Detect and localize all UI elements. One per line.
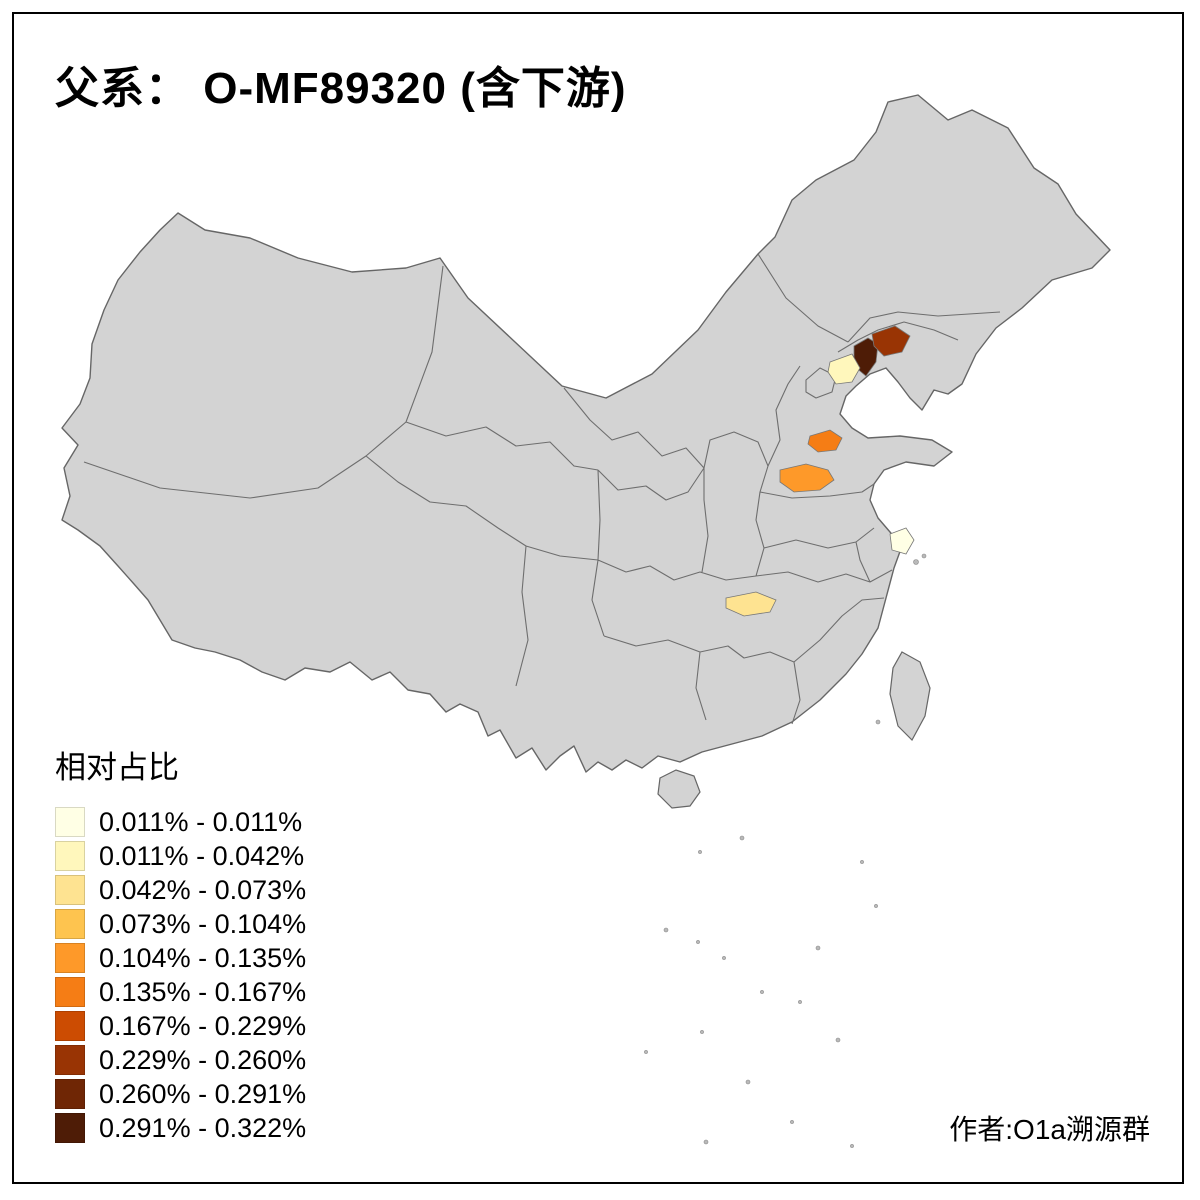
legend-row: 0.167% - 0.229% <box>55 1009 306 1043</box>
author-credit: 作者:O1a溯源群 <box>949 1114 1150 1145</box>
south-china-sea-islands <box>644 553 927 1148</box>
legend-label: 0.073% - 0.104% <box>99 908 307 939</box>
legend-label: 0.104% - 0.135% <box>99 942 307 973</box>
legend-row: 0.042% - 0.073% <box>55 873 306 907</box>
region-hunan <box>725 591 777 617</box>
legend-label: 0.011% - 0.011% <box>99 806 303 837</box>
legend-label: 0.167% - 0.229% <box>99 1010 307 1041</box>
legend-label: 0.229% - 0.260% <box>99 1044 307 1075</box>
legend-swatch <box>55 1011 85 1041</box>
legend-swatch <box>55 1045 85 1075</box>
legend: 相对占比 0.011% - 0.011% 0.011% - 0.042% 0.0… <box>55 742 306 1145</box>
page-title: 父系： O-MF89320 (含下游) <box>55 64 627 113</box>
legend-label: 0.042% - 0.073% <box>99 874 307 905</box>
region-liaoning-red <box>871 325 911 357</box>
taiwan-island <box>889 651 931 741</box>
legend-swatch <box>55 1079 85 1109</box>
legend-row: 0.104% - 0.135% <box>55 941 306 975</box>
china-mainland <box>61 94 1111 773</box>
legend-title: 相对占比 <box>55 750 179 785</box>
region-shanghai-area <box>889 527 915 555</box>
legend-swatch <box>55 977 85 1007</box>
legend-swatch <box>55 841 85 871</box>
legend-row: 0.011% - 0.011% <box>55 805 306 839</box>
legend-row: 0.260% - 0.291% <box>55 1077 306 1111</box>
legend-row: 0.011% - 0.042% <box>55 839 306 873</box>
legend-swatch <box>55 807 85 837</box>
hainan-island <box>657 769 701 809</box>
legend-row: 0.291% - 0.322% <box>55 1111 306 1145</box>
legend-row: 0.073% - 0.104% <box>55 907 306 941</box>
legend-label: 0.011% - 0.042% <box>99 840 305 871</box>
legend-row: 0.135% - 0.167% <box>55 975 306 1009</box>
region-shandong-north <box>807 429 843 453</box>
region-shandong-south <box>779 463 835 493</box>
legend-label: 0.135% - 0.167% <box>99 976 307 1007</box>
province-borders <box>83 253 1001 725</box>
legend-swatch <box>55 1113 85 1143</box>
legend-swatch <box>55 943 85 973</box>
legend-label: 0.260% - 0.291% <box>99 1078 307 1109</box>
legend-swatch <box>55 875 85 905</box>
legend-row: 0.229% - 0.260% <box>55 1043 306 1077</box>
region-liaoning-pale <box>827 353 861 385</box>
legend-swatch <box>55 909 85 939</box>
legend-label: 0.291% - 0.322% <box>99 1112 307 1143</box>
